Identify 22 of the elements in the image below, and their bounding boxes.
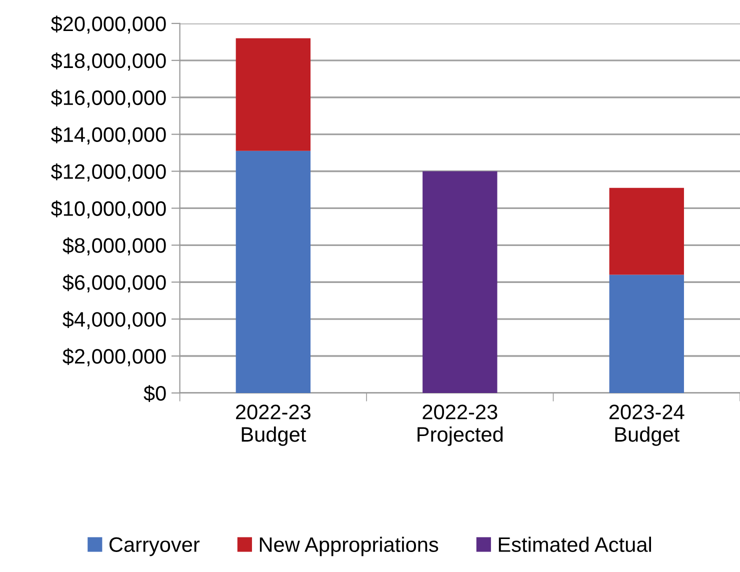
y-tick-label: $4,000,000 — [62, 311, 166, 330]
bar — [609, 188, 684, 275]
legend-label: Carryover — [110, 537, 200, 556]
x-tick-label: 2023-24 Budget — [609, 404, 684, 446]
bar — [422, 171, 498, 393]
bar — [236, 38, 311, 151]
y-tick-label: $6,000,000 — [62, 274, 166, 292]
y-tick-label: $2,000,000 — [62, 348, 166, 366]
y-tick-label: $20,000,000 — [51, 16, 166, 34]
x-tick-label: 2022-23 Budget — [236, 404, 310, 446]
x-tick-label: 2022-23 Projected — [418, 404, 503, 446]
y-tick-label: $14,000,000 — [51, 126, 166, 145]
y-tick-label: $12,000,000 — [51, 163, 166, 182]
y-tick-label: $0 — [144, 385, 166, 402]
legend-label: Estimated Actual — [498, 536, 651, 552]
y-tick-label: $18,000,000 — [51, 52, 166, 71]
legend-label: New Appropriations — [260, 536, 438, 556]
y-tick-label: $16,000,000 — [51, 89, 166, 108]
y-tick-label: $8,000,000 — [62, 237, 166, 256]
y-tick-label: $10,000,000 — [51, 200, 166, 218]
bar — [236, 150, 311, 393]
bar — [609, 274, 684, 393]
